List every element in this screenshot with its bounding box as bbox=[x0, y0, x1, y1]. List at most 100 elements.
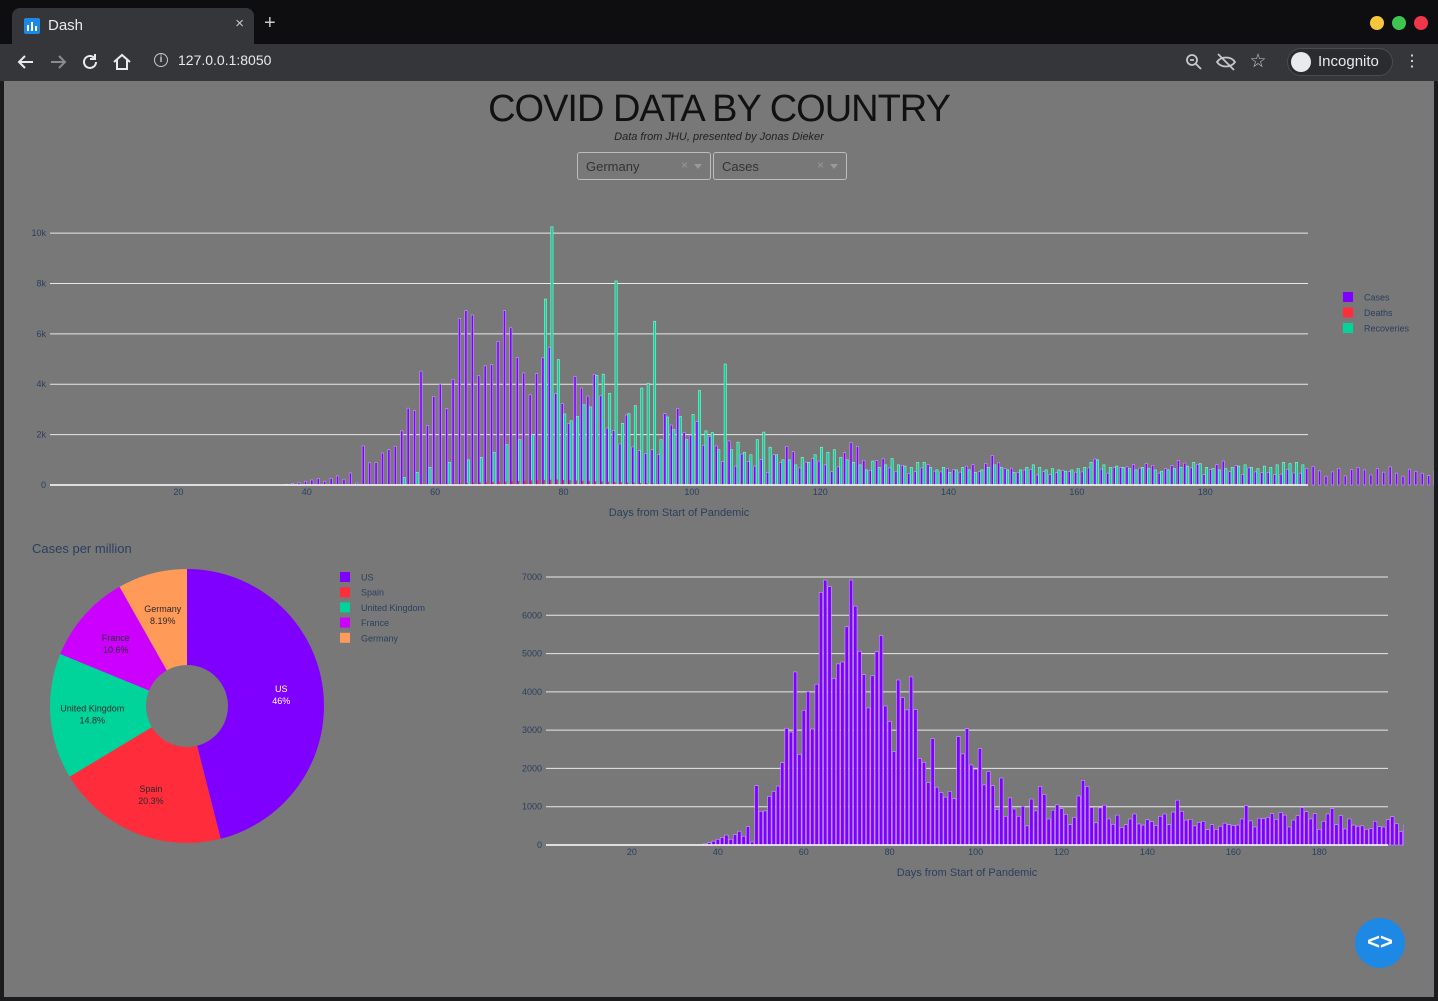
bar-cases bbox=[1184, 819, 1189, 846]
back-icon[interactable] bbox=[14, 50, 38, 74]
tab-dash[interactable]: Dash × bbox=[12, 8, 254, 44]
eye-off-icon[interactable] bbox=[1214, 50, 1238, 74]
bar-recoveries bbox=[1218, 469, 1221, 486]
country-dropdown[interactable]: Germany × bbox=[577, 152, 711, 180]
reload-icon[interactable] bbox=[78, 50, 102, 74]
bar-recoveries bbox=[556, 359, 560, 486]
bar-cases bbox=[425, 424, 429, 486]
legend-label-united-kingdom: United Kingdom bbox=[361, 603, 425, 613]
bar-cases bbox=[1388, 466, 1392, 486]
bar-recoveries bbox=[672, 429, 676, 486]
y-tick-label: 7000 bbox=[522, 572, 542, 582]
bar-cases bbox=[913, 709, 918, 846]
bar-cases bbox=[971, 464, 975, 486]
bar-cases bbox=[1407, 468, 1411, 486]
close-window-button[interactable] bbox=[1414, 16, 1428, 30]
bar-cases bbox=[1214, 829, 1219, 846]
chevron-down-icon[interactable] bbox=[830, 164, 838, 169]
forward-icon[interactable] bbox=[46, 50, 70, 74]
bar-cases bbox=[745, 826, 750, 846]
bar-cases bbox=[1196, 464, 1200, 486]
bar-recoveries bbox=[1205, 467, 1209, 486]
incognito-badge[interactable]: Incognito bbox=[1287, 48, 1393, 76]
x-tick-label: 80 bbox=[558, 487, 568, 497]
tab-close-icon[interactable]: × bbox=[235, 15, 244, 32]
bar-cases bbox=[1074, 471, 1078, 486]
info-icon[interactable]: i bbox=[154, 53, 168, 67]
dash-devtools-button[interactable]: <> bbox=[1355, 918, 1405, 968]
bar-cases bbox=[900, 465, 904, 486]
bar-cases bbox=[528, 394, 532, 486]
bar-cases bbox=[930, 738, 935, 846]
home-icon[interactable] bbox=[110, 50, 134, 74]
bar-recoveries bbox=[897, 464, 900, 486]
bar-cases bbox=[888, 467, 891, 486]
bar-cases bbox=[637, 450, 641, 486]
clear-icon[interactable]: × bbox=[816, 158, 824, 172]
bar-deaths bbox=[627, 482, 629, 485]
y-tick-label: 2k bbox=[36, 430, 46, 440]
star-icon[interactable]: ☆ bbox=[1249, 51, 1267, 72]
bar-cases bbox=[801, 709, 806, 846]
bar-cases bbox=[1119, 827, 1124, 846]
bar-deaths bbox=[549, 479, 552, 485]
bar-cases bbox=[1063, 814, 1068, 846]
bar-cases bbox=[413, 410, 416, 486]
bar-deaths bbox=[524, 480, 526, 485]
bar-cases bbox=[1144, 463, 1148, 486]
pie-chart[interactable]: US 46% Spain 20.3% United Kingdom 14.8% France… bbox=[4, 551, 454, 871]
clear-icon[interactable]: × bbox=[680, 158, 688, 172]
bar-cases bbox=[605, 427, 609, 486]
browser-toolbar: i 127.0.0.1:8050 ☆ Incognito ⋮ bbox=[0, 44, 1438, 81]
metric-dropdown[interactable]: Cases × bbox=[713, 152, 847, 180]
bar-recoveries bbox=[967, 469, 971, 486]
bar-cases bbox=[1112, 467, 1116, 486]
x-tick-label: 60 bbox=[799, 847, 809, 857]
new-tab-button[interactable]: + bbox=[264, 12, 276, 34]
bar-cases bbox=[368, 462, 372, 486]
bar-cases bbox=[1029, 469, 1033, 486]
bar-cases bbox=[1420, 472, 1424, 486]
bar-cases bbox=[958, 471, 962, 486]
zoom-icon[interactable] bbox=[1182, 50, 1206, 74]
bar-cases bbox=[464, 310, 468, 486]
bar-cases bbox=[400, 430, 404, 486]
bar-recoveries bbox=[691, 414, 695, 486]
bar-cases bbox=[1368, 828, 1373, 846]
bar-cases bbox=[1162, 813, 1167, 846]
bar-cases bbox=[695, 421, 699, 486]
bar-cases bbox=[1128, 818, 1133, 846]
bar-recoveries bbox=[1063, 470, 1067, 486]
bar-recoveries bbox=[1237, 465, 1241, 486]
pie-slice-us bbox=[187, 569, 324, 839]
bar-cases bbox=[1337, 468, 1341, 486]
bar-cases bbox=[1164, 468, 1167, 486]
country-bar-chart[interactable]: 0 1000 2000 3000 4000 5000 6000 7000 20 40 60 80 100… bbox=[504, 561, 1404, 901]
bar-cases bbox=[1390, 816, 1395, 846]
bar-cases bbox=[689, 434, 692, 486]
bar-cases bbox=[836, 466, 840, 486]
bar-recoveries bbox=[1198, 463, 1202, 486]
bar-cases bbox=[432, 396, 436, 486]
maximize-button[interactable] bbox=[1392, 16, 1406, 30]
bar-cases bbox=[650, 449, 654, 486]
bar-cases bbox=[1080, 779, 1086, 846]
bar-cases bbox=[913, 471, 917, 486]
bar-cases bbox=[592, 374, 596, 486]
chevron-down-icon[interactable] bbox=[694, 164, 702, 169]
minimize-button[interactable] bbox=[1370, 16, 1384, 30]
main-bar-chart[interactable]: 0 2k 4k 6k 8k 10k 20 40 60 80 100 120 140 160 180 Days … bbox=[4, 201, 1434, 531]
bar-deaths bbox=[562, 479, 565, 485]
bar-cases bbox=[831, 678, 836, 846]
bar-cases bbox=[810, 728, 815, 846]
bar-cases bbox=[952, 798, 957, 846]
bar-cases bbox=[926, 782, 931, 846]
url-bar[interactable]: 127.0.0.1:8050 bbox=[178, 52, 272, 68]
bar-cases bbox=[1068, 824, 1073, 846]
menu-icon[interactable]: ⋮ bbox=[1404, 53, 1420, 70]
bar-cases bbox=[567, 423, 571, 486]
bar-cases bbox=[767, 796, 772, 846]
bar-cases bbox=[1241, 474, 1244, 486]
pie-slice-spain bbox=[69, 727, 221, 843]
